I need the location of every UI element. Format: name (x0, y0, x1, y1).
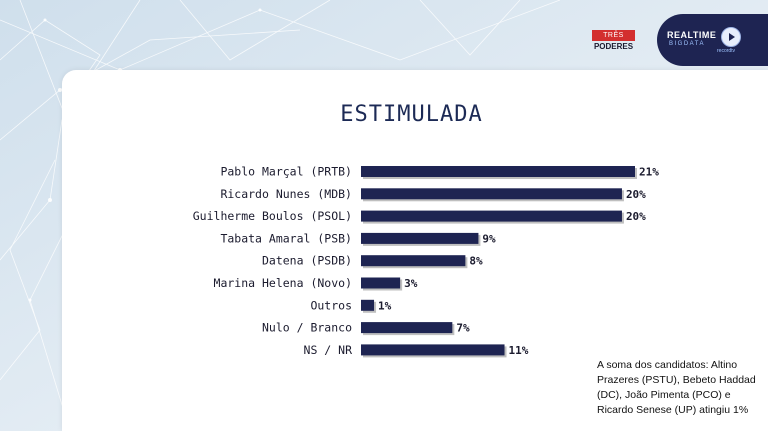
value-label: 7% (456, 322, 470, 335)
category-label: Marina Helena (Novo) (214, 276, 352, 290)
bar (361, 277, 401, 289)
bar (361, 210, 622, 222)
value-label: 20% (626, 210, 646, 223)
category-label: Outros (310, 298, 352, 312)
bar (361, 344, 505, 356)
bar (361, 166, 635, 177)
bar (361, 188, 622, 200)
bar (361, 255, 466, 267)
value-label: 11% (509, 344, 529, 357)
footnote: A soma dos candidatos: Altino Prazeres (… (597, 359, 756, 416)
realtime-bigdata-logo: REALTIME BIGDATA recordtv (657, 14, 768, 66)
bar (361, 299, 375, 311)
category-label: NS / NR (304, 343, 353, 357)
value-label: 20% (626, 188, 646, 201)
category-label: Tabata Amaral (PSB) (220, 231, 352, 245)
realtime-logo-line2: BIGDATA (669, 41, 705, 47)
value-label: 21% (639, 166, 659, 179)
play-icon (721, 27, 741, 47)
value-label: 8% (469, 255, 483, 268)
bar (361, 232, 479, 244)
tres-poderes-logo: TRÊS PODERES (592, 30, 635, 52)
chart-card (62, 70, 768, 431)
value-label: 3% (404, 277, 418, 290)
realtime-logo-line1: REALTIME (667, 30, 717, 40)
category-label: Guilherme Boulos (PSOL) (193, 209, 352, 223)
category-label: Datena (PSDB) (262, 254, 352, 268)
tres-poderes-logo-top: TRÊS (592, 30, 635, 41)
category-label: Pablo Marçal (PRTB) (220, 165, 352, 179)
value-label: 1% (378, 299, 392, 312)
bar (361, 322, 453, 334)
tres-poderes-logo-bottom: PODERES (593, 42, 634, 51)
chart-title: ESTIMULADA (340, 102, 483, 127)
category-label: Nulo / Branco (262, 321, 352, 335)
value-label: 9% (482, 232, 496, 245)
realtime-logo-sub: recordtv (717, 48, 736, 54)
category-label: Ricardo Nunes (MDB) (220, 187, 352, 201)
